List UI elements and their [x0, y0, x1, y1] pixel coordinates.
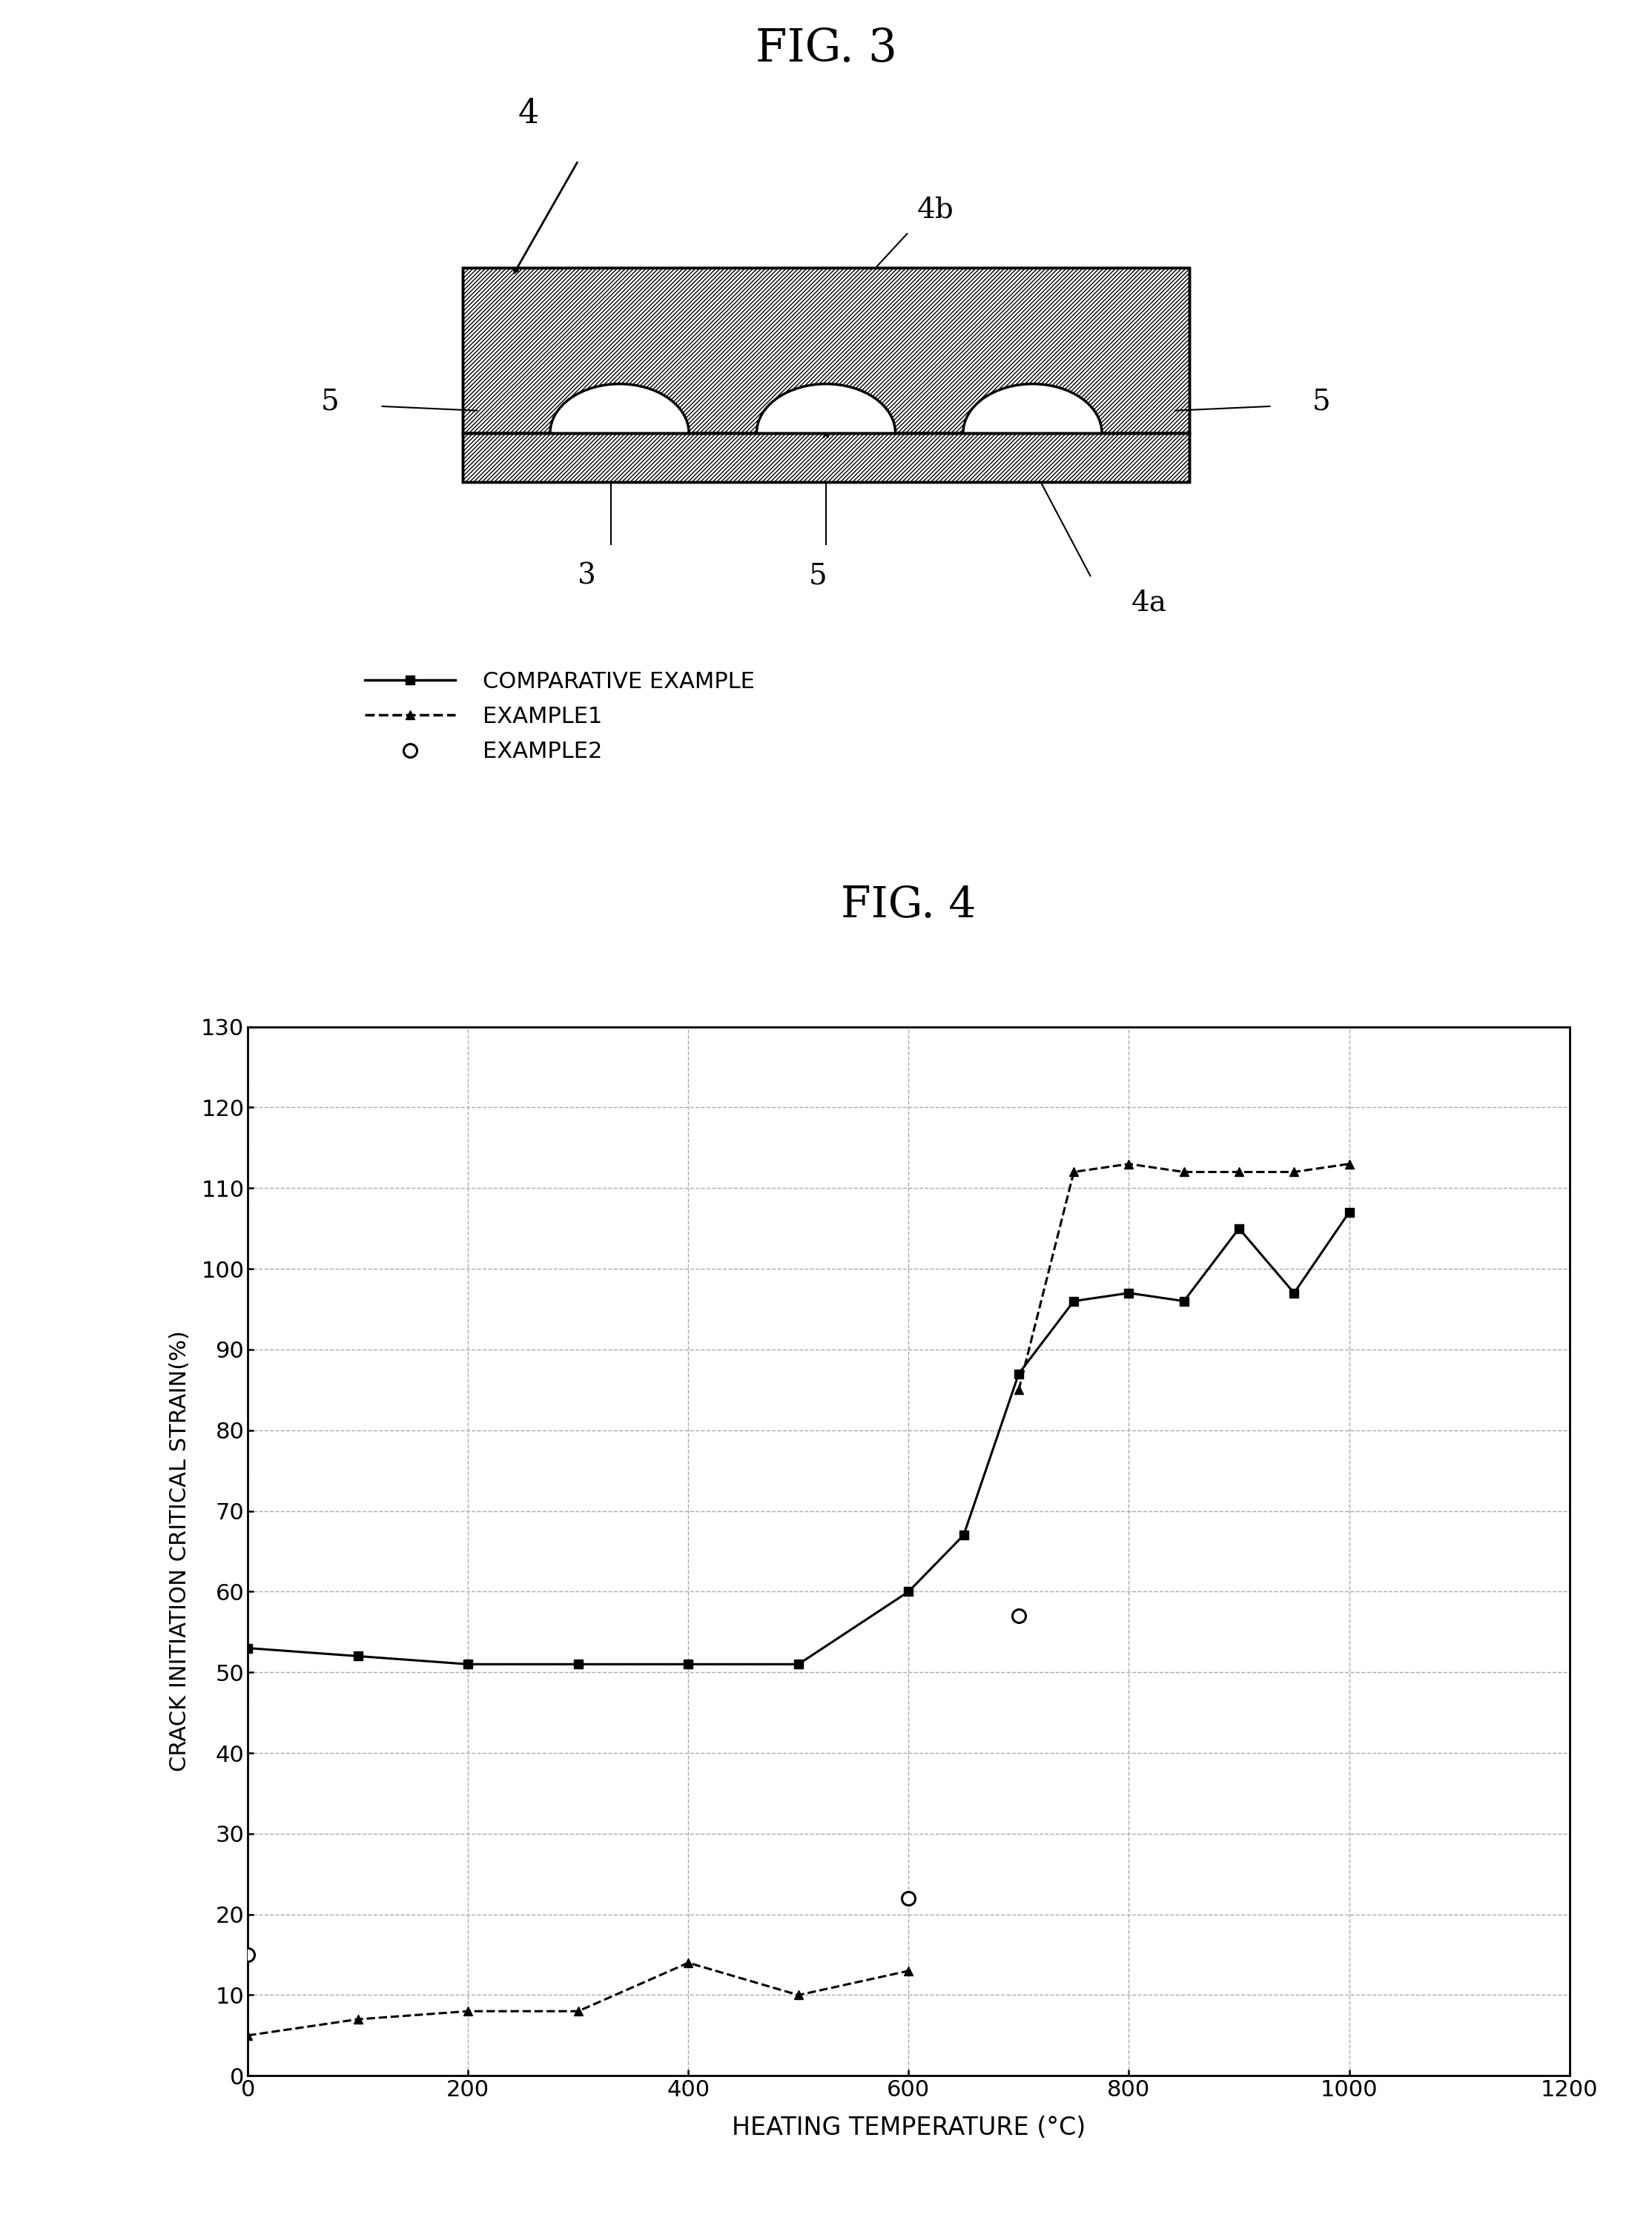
Text: 5: 5	[808, 562, 828, 589]
Polygon shape	[463, 268, 1189, 433]
Polygon shape	[463, 433, 1189, 482]
Y-axis label: CRACK INITIATION CRITICAL STRAIN(%): CRACK INITIATION CRITICAL STRAIN(%)	[169, 1330, 190, 1772]
Text: 5: 5	[1312, 388, 1332, 415]
Text: 5: 5	[320, 388, 340, 415]
Text: 4b: 4b	[917, 196, 953, 223]
Text: 4: 4	[519, 98, 539, 129]
Text: 3: 3	[577, 562, 596, 589]
Polygon shape	[963, 384, 1102, 433]
Legend: COMPARATIVE EXAMPLE, EXAMPLE1, EXAMPLE2: COMPARATIVE EXAMPLE, EXAMPLE1, EXAMPLE2	[365, 672, 755, 763]
Text: FIG. 4: FIG. 4	[841, 884, 976, 926]
X-axis label: HEATING TEMPERATURE (°C): HEATING TEMPERATURE (°C)	[732, 2116, 1085, 2140]
Text: FIG. 3: FIG. 3	[755, 27, 897, 71]
Text: 4a: 4a	[1132, 589, 1168, 616]
Polygon shape	[550, 384, 689, 433]
Polygon shape	[757, 384, 895, 433]
